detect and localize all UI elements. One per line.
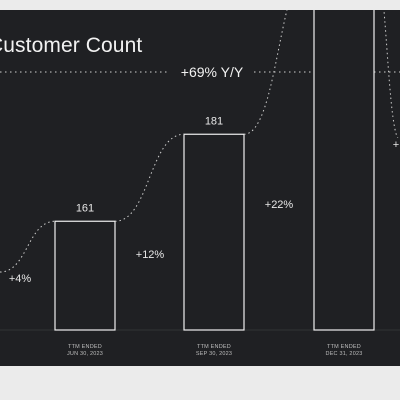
bar-3 — [313, 10, 375, 331]
growth-label-bg-2 — [135, 248, 165, 261]
growth-connector-1 — [0, 220, 56, 273]
bar-1 — [54, 220, 116, 331]
x-tick-label-1-line-2: JUN 30, 2023 — [67, 351, 103, 357]
x-tick-label-3-line-2: DEC 31, 2023 — [326, 351, 363, 357]
overall-growth-label: +69% Y/Y — [181, 64, 244, 80]
bar-value-label-1: 161 — [76, 202, 94, 214]
x-tick-label-2-line-1: TTM ENDED — [197, 344, 231, 350]
x-tick-label-3-line-1: TTM ENDED — [327, 344, 361, 350]
growth-label-4: + — [393, 139, 399, 151]
bar-value-label-2: 181 — [205, 115, 223, 127]
x-tick-label-2-line-2: SEP 30, 2023 — [196, 351, 232, 357]
growth-label-bg-1 — [8, 272, 32, 285]
growth-connector-3 — [243, 10, 288, 135]
chart-slide: Customer Count +69% Y/Y 161 TTM ENDED JUN 3… — [0, 10, 400, 366]
x-tick-label-1-line-1: TTM ENDED — [68, 344, 102, 350]
chart-title: Customer Count — [0, 34, 143, 57]
growth-connector-4 — [383, 10, 400, 141]
growth-label-bg-4 — [390, 138, 400, 151]
bar-2 — [183, 133, 245, 331]
growth-connector-2 — [114, 133, 185, 222]
growth-label-3: +22% — [265, 199, 294, 211]
growth-label-2: +12% — [136, 249, 165, 261]
growth-label-1: +4% — [9, 273, 32, 285]
growth-label-bg-3 — [264, 198, 294, 211]
